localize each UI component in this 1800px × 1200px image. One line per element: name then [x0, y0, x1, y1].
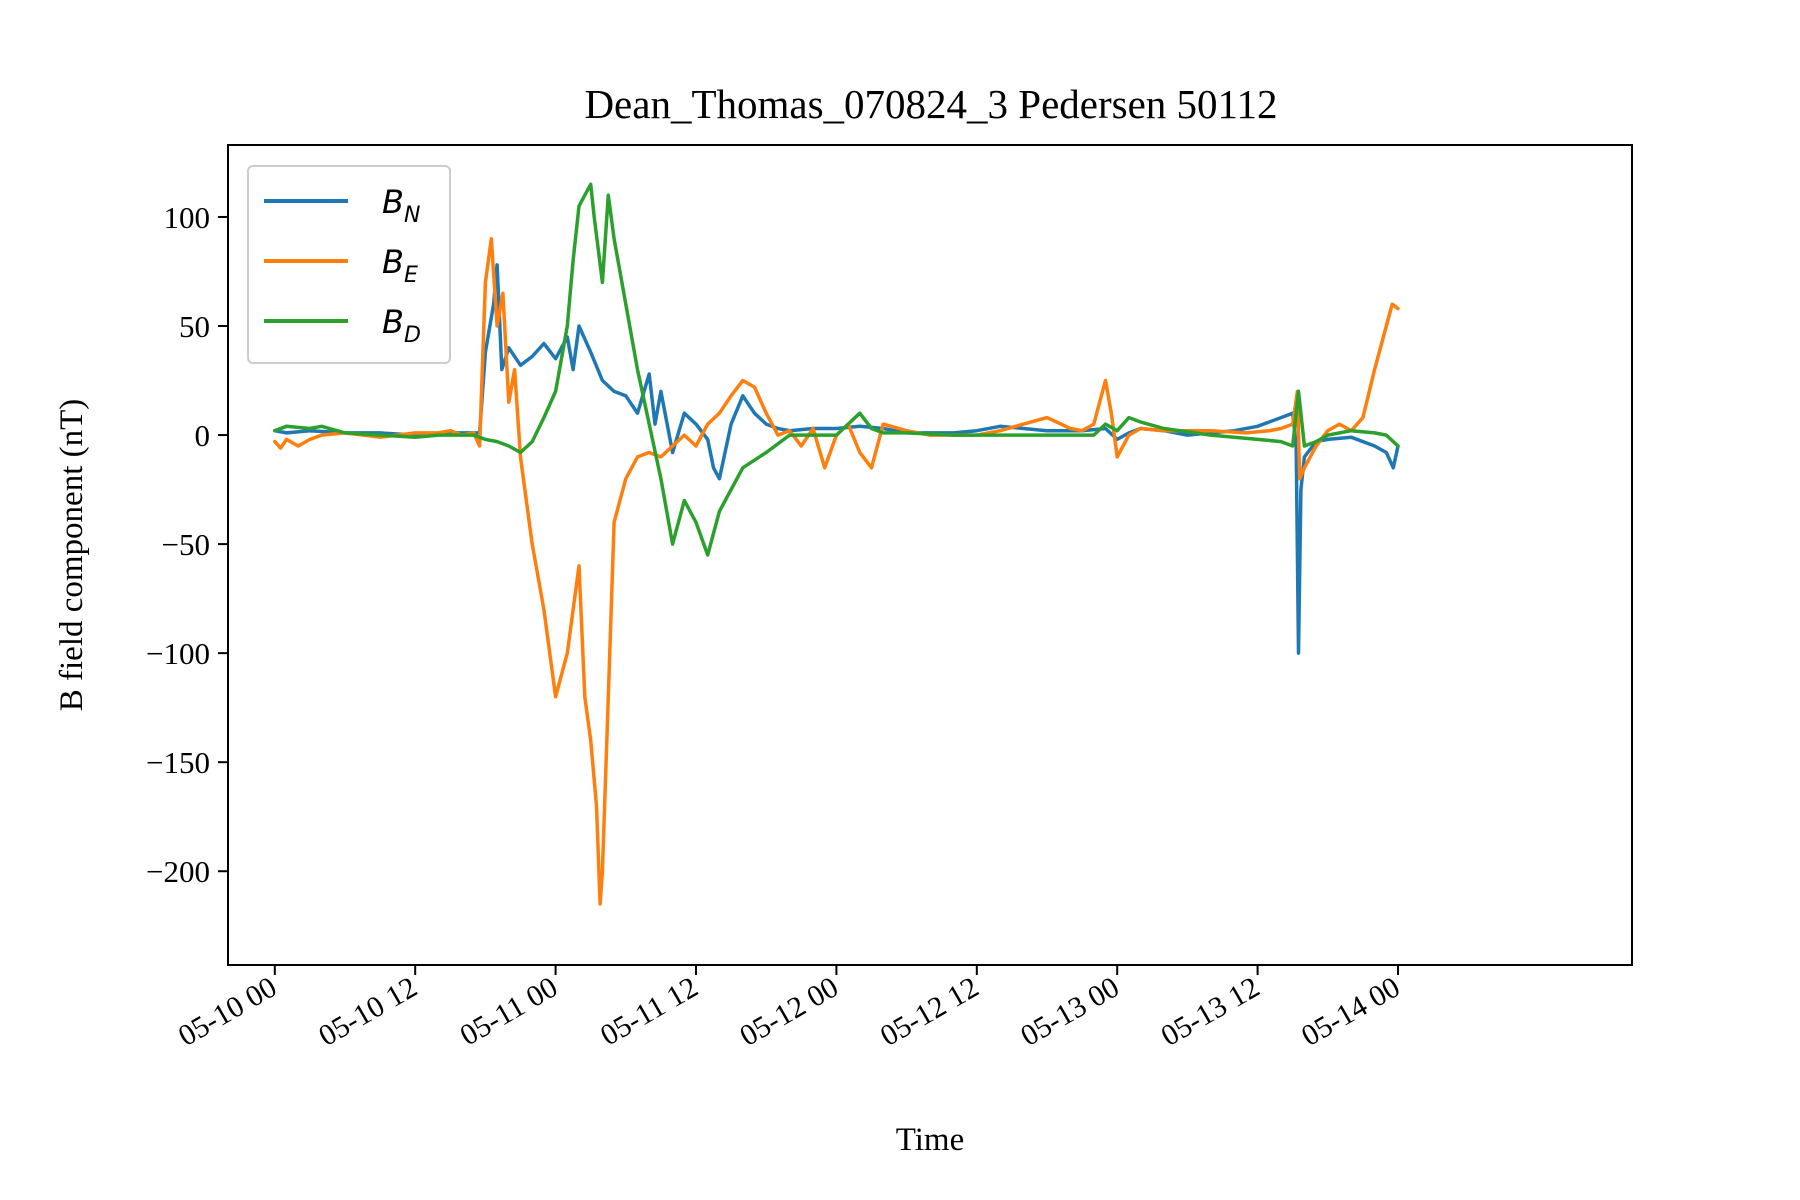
y-tick-label: 100 [164, 200, 211, 235]
y-tick-label: −150 [146, 745, 210, 780]
y-axis-label: B field component (nT) [54, 399, 90, 712]
y-tick-label: 0 [195, 418, 211, 453]
plot-frame [227, 144, 1633, 966]
y-tick-label: −200 [146, 854, 210, 889]
y-tick-label: −50 [162, 527, 210, 562]
series-line-BE [273, 237, 1400, 906]
series-line-BD [273, 182, 1400, 557]
x-axis-label: Time [896, 1122, 964, 1158]
y-tick-label: −100 [146, 636, 210, 671]
y-tick-label: 50 [179, 309, 210, 344]
plot-lines [273, 182, 1400, 906]
legend-box [247, 165, 451, 364]
legend-label-BN: BN [382, 183, 420, 228]
chart-title: Dean_Thomas_070824_3 Pedersen 50112 [584, 81, 1277, 127]
y-axis: 100 50 0 −50 −100 −150 −200 [146, 200, 228, 889]
series-line-BN [273, 263, 1400, 655]
